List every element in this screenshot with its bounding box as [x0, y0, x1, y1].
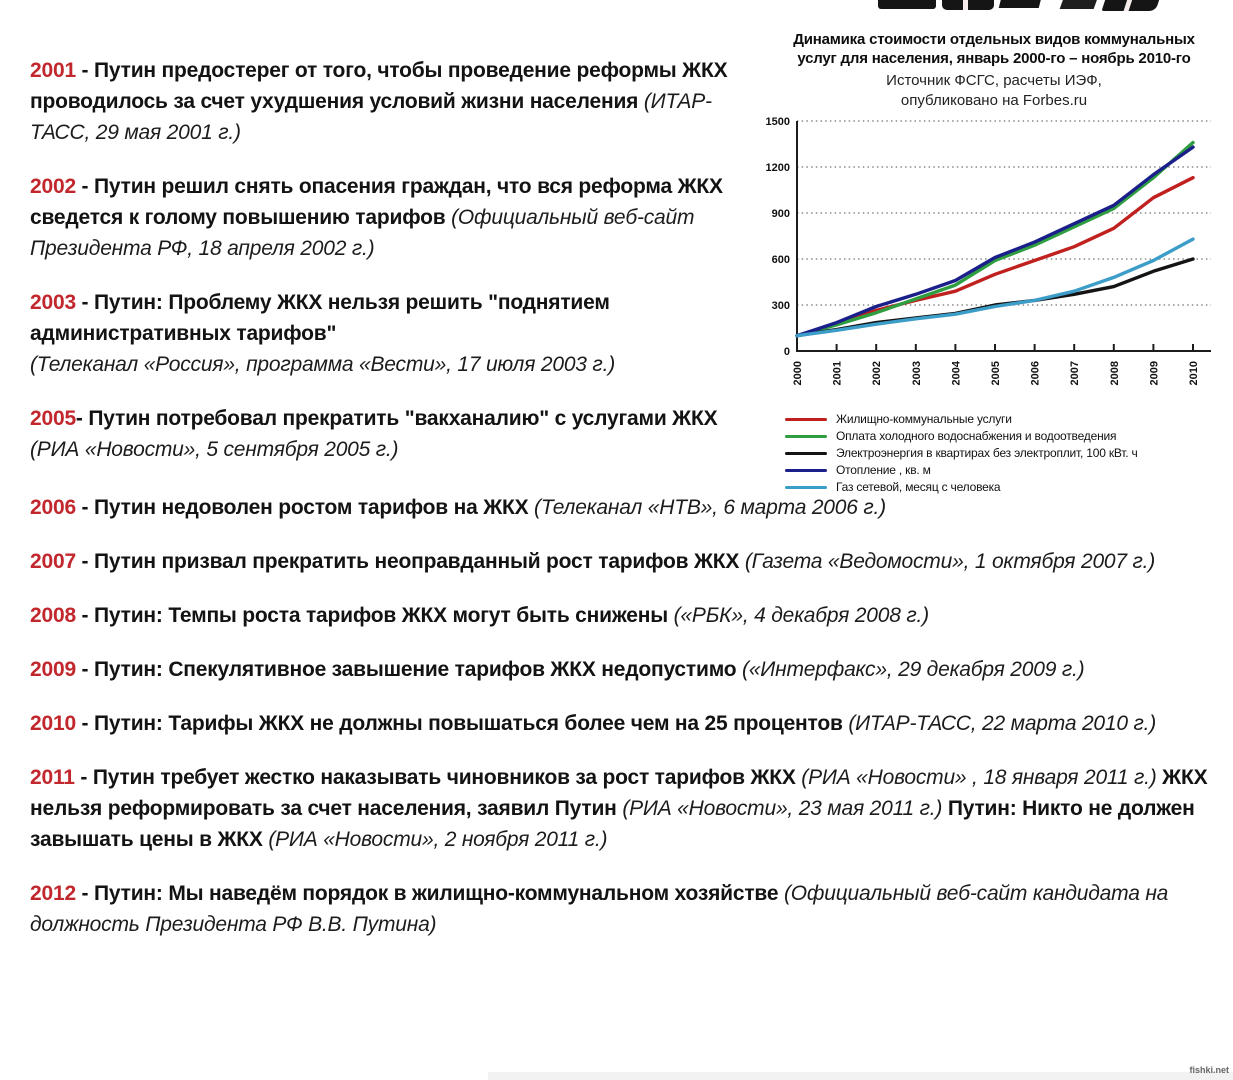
svg-text:2000: 2000: [792, 361, 804, 385]
legend-item: Электроэнергия в квартирах без электропл…: [785, 445, 1225, 462]
quote-source: (РИА «Новости», 2 ноября 2011 г.): [268, 828, 608, 851]
quote-block-2003: 2003 - Путин: Проблему ЖКХ нельзя решить…: [30, 287, 770, 380]
quote-text: ЖКХ нельзя реформировать за счет населен…: [30, 766, 1208, 820]
svg-text:2008: 2008: [1109, 361, 1121, 385]
svg-text:2002: 2002: [871, 361, 883, 385]
quote-block-2008: 2008 - Путин: Темпы роста тарифов ЖКХ мо…: [30, 600, 1215, 631]
quote-year: 2008: [30, 604, 76, 627]
quote-text: - Путин призвал прекратить неоправданный…: [75, 550, 745, 573]
svg-text:2003: 2003: [911, 361, 923, 385]
quote-block-2012: 2012 - Путин: Мы наведём порядок в жилищ…: [30, 878, 1215, 940]
quote-year: 2010: [30, 712, 76, 735]
legend-label: Отопление , кв. м: [836, 463, 931, 477]
quote-block-2010: 2010 - Путин: Тарифы ЖКХ не должны повыш…: [30, 708, 1215, 739]
logo-shape: [942, 0, 994, 10]
quote-text: Путин: Никто не должен завышать цены в Ж…: [30, 797, 1195, 851]
svg-text:600: 600: [772, 254, 790, 266]
line-chart: 0 300 600 900 1200 1500 2000 2001 2002 2003 2004 20…: [766, 116, 1211, 385]
quote-year: 2005: [30, 407, 76, 430]
svg-text:0: 0: [784, 346, 790, 358]
quote-year: 2007: [30, 550, 76, 573]
quote-block-2005: 2005- Путин потребовал прекратить "вакха…: [30, 403, 770, 465]
quote-source: (РИА «Новости», 23 мая 2011 г.): [622, 797, 948, 820]
watermark: fishki.net: [1189, 1065, 1229, 1075]
cropped-logo-fragment: [876, 0, 1166, 17]
legend-label: Электроэнергия в квартирах без электропл…: [836, 446, 1138, 460]
quote-source: (Телеканал «Россия», программа «Вести», …: [30, 353, 615, 376]
quote-year: 2002: [30, 175, 76, 198]
quote-block-2007: 2007 - Путин призвал прекратить неоправд…: [30, 546, 1215, 577]
svg-text:2009: 2009: [1148, 361, 1160, 385]
quote-source: (РИА «Новости», 5 сентября 2005 г.): [30, 438, 399, 461]
svg-text:2006: 2006: [1030, 361, 1042, 385]
quote-text: - Путин потребовал прекратить "вакханали…: [75, 407, 718, 430]
quote-year: 2011: [30, 766, 75, 789]
logo-shape: [1059, 0, 1099, 9]
quote-text: - Путин: Мы наведём порядок в жилищно-ко…: [75, 882, 784, 905]
quote-source: (Газета «Ведомости», 1 октября 2007 г.): [744, 550, 1156, 573]
quote-text: - Путин: Спекулятивное завышение тарифов…: [75, 658, 743, 681]
chart-legend: Жилищно-коммунальные услуги Оплата холодн…: [785, 411, 1225, 496]
svg-text:2001: 2001: [832, 361, 844, 385]
legend-item: Отопление , кв. м: [785, 462, 1225, 479]
svg-text:2010: 2010: [1188, 361, 1200, 385]
legend-line-swatch: [785, 452, 827, 455]
bottom-strip: [488, 1072, 1233, 1080]
quote-block-2009: 2009 - Путин: Спекулятивное завышение та…: [30, 654, 1215, 685]
quote-block-2011: 2011 - Путин требует жестко наказывать ч…: [30, 762, 1215, 855]
quote-source: («РБК», 4 декабря 2008 г.): [673, 604, 930, 627]
quotes-column-full: 2006 - Путин недоволен ростом тарифов на…: [30, 492, 1215, 963]
svg-text:2005: 2005: [990, 361, 1002, 385]
quote-source: (Официальный веб-сайт кандидата на должн…: [30, 882, 1169, 936]
chart-title: Динамика стоимости отдельных видов комму…: [793, 31, 1195, 67]
quote-source: («Интерфакс», 29 декабря 2009 г.): [742, 658, 1085, 681]
legend-label: Жилищно-коммунальные услуги: [836, 412, 1012, 426]
quote-text: - Путин требует жестко наказывать чиновн…: [74, 766, 802, 789]
svg-text:300: 300: [772, 300, 790, 312]
legend-item: Оплата холодного водоснабжения и водоотв…: [785, 428, 1225, 445]
legend-line-swatch: [785, 469, 827, 472]
legend-label: Оплата холодного водоснабжения и водоотв…: [836, 429, 1117, 443]
quote-year: 2006: [30, 496, 76, 519]
quote-source: (Телеканал «НТВ», 6 марта 2006 г.): [534, 496, 886, 519]
legend-label: Газ сетевой, месяц с человека: [836, 480, 1001, 494]
quote-year: 2009: [30, 658, 76, 681]
quote-block-2002: 2002 - Путин решил снять опасения гражда…: [30, 171, 770, 264]
quote-text: - Путин недоволен ростом тарифов на ЖКХ: [75, 496, 535, 519]
quote-text: - Путин: Темпы роста тарифов ЖКХ могут б…: [75, 604, 674, 627]
quote-block-2001: 2001 - Путин предостерег от того, чтобы …: [30, 55, 770, 148]
svg-text:1200: 1200: [766, 162, 790, 174]
legend-line-swatch: [785, 418, 827, 421]
quote-source: (ИТАР-ТАСС, 22 марта 2010 г.): [848, 712, 1157, 735]
tariffs-chart-panel: Динамика стоимости отдельных видов комму…: [763, 30, 1225, 496]
legend-item: Жилищно-коммунальные услуги: [785, 411, 1225, 428]
svg-text:900: 900: [772, 208, 790, 220]
legend-line-swatch: [785, 486, 827, 489]
quote-source: (Официальный веб-сайт Президента РФ, 18 …: [30, 206, 695, 260]
quote-text: - Путин решил снять опасения граждан, чт…: [30, 175, 723, 229]
quote-block-2006: 2006 - Путин недоволен ростом тарифов на…: [30, 492, 1215, 523]
quotes-column-left: 2001 - Путин предостерег от того, чтобы …: [30, 55, 770, 488]
svg-text:2007: 2007: [1069, 361, 1081, 385]
chart-source-note: Источник ФСГС, расчеты ИЭФ, опубликовано…: [886, 72, 1102, 109]
logo-shape: [878, 0, 936, 9]
logo-shape: [1101, 0, 1161, 11]
quote-year: 2012: [30, 882, 76, 905]
quote-text: - Путин предостерег от того, чтобы прове…: [30, 59, 728, 113]
legend-line-swatch: [785, 435, 827, 438]
svg-text:1500: 1500: [766, 116, 790, 128]
svg-text:2004: 2004: [950, 360, 962, 385]
quote-text: - Путин: Тарифы ЖКХ не должны повышаться…: [75, 712, 849, 735]
quote-year: 2003: [30, 291, 76, 314]
quote-source: (ИТАР-ТАСС, 29 мая 2001 г.): [30, 90, 712, 144]
quote-text: - Путин: Проблему ЖКХ нельзя решить "под…: [30, 291, 610, 345]
legend-item: Газ сетевой, месяц с человека: [785, 479, 1225, 496]
quote-source: (РИА «Новости» , 18 января 2011 г.): [801, 766, 1163, 789]
quote-year: 2001: [30, 59, 76, 82]
logo-shape: [998, 0, 1042, 8]
